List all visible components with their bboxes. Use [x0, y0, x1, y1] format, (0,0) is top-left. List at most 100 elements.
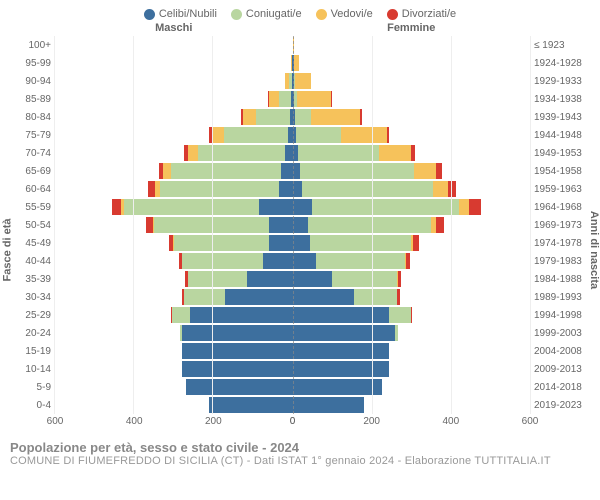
birth-label: 1949-1953	[530, 144, 590, 162]
birth-label: ≤ 1923	[530, 36, 590, 54]
legend-swatch	[316, 9, 327, 20]
bar-row	[293, 108, 531, 126]
bar-row	[293, 378, 531, 396]
bar-segment	[469, 199, 481, 215]
legend-swatch	[144, 9, 155, 20]
bar-segment	[302, 181, 433, 197]
bar-segment	[279, 181, 293, 197]
x-tick: 400	[126, 416, 143, 427]
bar-row	[55, 90, 293, 108]
plot-male	[55, 36, 293, 414]
bar-segment	[293, 163, 300, 179]
bar-row	[55, 270, 293, 288]
bar-row	[55, 324, 293, 342]
bar-segment	[411, 145, 415, 161]
age-label: 90-94	[10, 72, 55, 90]
birth-label: 2004-2008	[530, 342, 590, 360]
age-label: 40-44	[10, 252, 55, 270]
age-label: 25-29	[10, 306, 55, 324]
bar-segment	[174, 235, 269, 251]
bar-segment	[269, 217, 293, 233]
age-label: 65-69	[10, 162, 55, 180]
bar-segment	[184, 289, 226, 305]
plot-female	[293, 36, 531, 414]
bar-row	[293, 180, 531, 198]
bar-segment	[186, 379, 293, 395]
bar-row	[293, 360, 531, 378]
bar-row	[55, 288, 293, 306]
bar-row	[55, 36, 293, 54]
x-axis-male: 0200400600	[55, 416, 293, 430]
y-axis-right-title: Anni di nascita	[588, 211, 600, 289]
bar-row	[55, 378, 293, 396]
bar-row	[293, 162, 531, 180]
bar-segment	[124, 199, 259, 215]
age-label: 35-39	[10, 270, 55, 288]
bar-segment	[293, 271, 333, 287]
x-tick: 0	[290, 416, 296, 427]
birth-label: 1999-2003	[530, 324, 590, 342]
bar-row	[293, 270, 531, 288]
plot-headers: Maschi Femmine	[10, 22, 590, 34]
birth-label: 2019-2023	[530, 396, 590, 414]
bar-segment	[293, 379, 382, 395]
legend-item: Divorziati/e	[387, 8, 456, 20]
x-tick: 200	[205, 416, 222, 427]
age-label: 100+	[10, 36, 55, 54]
birth-label: 2009-2013	[530, 360, 590, 378]
bar-row	[55, 198, 293, 216]
legend-item: Vedovi/e	[316, 8, 373, 20]
bar-row	[55, 180, 293, 198]
birth-label: 1989-1993	[530, 288, 590, 306]
bar-segment	[182, 325, 293, 341]
bar-segment	[331, 91, 332, 107]
x-tick: 200	[363, 416, 380, 427]
bar-segment	[308, 217, 431, 233]
bar-segment	[269, 91, 279, 107]
birth-label: 2014-2018	[530, 378, 590, 396]
bar-segment	[224, 127, 287, 143]
bar-segment	[146, 217, 153, 233]
bar-segment	[341, 127, 387, 143]
bar-row	[293, 342, 531, 360]
bar-segment	[269, 235, 293, 251]
bar-segment	[293, 325, 396, 341]
bar-row	[293, 252, 531, 270]
bar-segment	[163, 163, 170, 179]
bar-segment	[316, 253, 405, 269]
bar-segment	[279, 91, 291, 107]
birth-label: 1969-1973	[530, 216, 590, 234]
bar-segment	[293, 181, 303, 197]
bar-row	[293, 324, 531, 342]
bar-segment	[297, 91, 331, 107]
bar-segment	[188, 145, 198, 161]
bar-segment	[259, 199, 293, 215]
bar-segment	[198, 145, 285, 161]
birth-label: 1944-1948	[530, 126, 590, 144]
bar-segment	[293, 343, 390, 359]
bar-row	[55, 144, 293, 162]
bar-row	[55, 252, 293, 270]
age-label: 60-64	[10, 180, 55, 198]
age-label: 5-9	[10, 378, 55, 396]
bar-segment	[243, 109, 257, 125]
bar-segment	[298, 145, 379, 161]
bar-row	[293, 234, 531, 252]
birth-label: 1939-1943	[530, 108, 590, 126]
legend-label: Vedovi/e	[331, 8, 373, 20]
bar-segment	[387, 127, 389, 143]
legend-swatch	[231, 9, 242, 20]
footer-sub: COMUNE DI FIUMEFREDDO DI SICILIA (CT) - …	[10, 455, 590, 467]
bar-segment	[209, 397, 292, 413]
bar-row	[55, 306, 293, 324]
age-label: 95-99	[10, 54, 55, 72]
age-label: 0-4	[10, 396, 55, 414]
bar-segment	[285, 145, 293, 161]
bar-segment	[182, 253, 263, 269]
bar-segment	[296, 127, 342, 143]
bar-row	[55, 216, 293, 234]
bar-segment	[212, 127, 225, 143]
legend: Celibi/NubiliConiugati/eVedovi/eDivorzia…	[10, 8, 590, 20]
age-label: 50-54	[10, 216, 55, 234]
bar-segment	[406, 253, 410, 269]
